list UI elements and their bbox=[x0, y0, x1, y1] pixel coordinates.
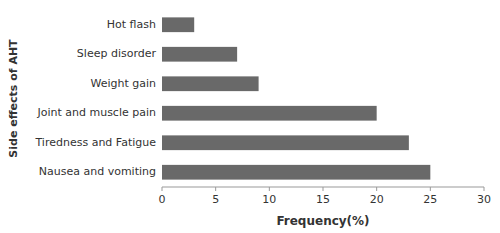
category-label: Hot flash bbox=[107, 18, 156, 31]
chart: 0 5 10 15 20 25 30 Frequency(%) Nausea and vomit… bbox=[0, 0, 500, 233]
category-label: Weight gain bbox=[90, 77, 156, 90]
bars bbox=[162, 17, 430, 179]
category-label: Sleep disorder bbox=[77, 47, 157, 60]
tick bbox=[484, 187, 485, 191]
tick bbox=[162, 187, 163, 191]
tick-label: 30 bbox=[477, 193, 491, 206]
tick bbox=[376, 187, 377, 191]
bar bbox=[162, 135, 409, 150]
tick bbox=[323, 187, 324, 191]
chart-container: 0 5 10 15 20 25 30 Frequency(%) Nausea and vomit… bbox=[0, 0, 500, 233]
category-label: Nausea and vomiting bbox=[39, 165, 156, 178]
bar bbox=[162, 165, 430, 180]
tick bbox=[269, 187, 270, 191]
category-label: Joint and muscle pain bbox=[36, 106, 156, 119]
axis-label: Frequency(%) bbox=[276, 214, 369, 228]
y-axis: Nausea and vomiting Tiredness and Fatigue… bbox=[34, 18, 156, 179]
tick bbox=[215, 187, 216, 191]
bar bbox=[162, 76, 259, 91]
tick-label: 25 bbox=[423, 193, 437, 206]
bar bbox=[162, 106, 377, 121]
tick-label: 15 bbox=[316, 193, 330, 206]
tick-label: 20 bbox=[370, 193, 384, 206]
tick-label: 5 bbox=[212, 193, 219, 206]
tick-label: 10 bbox=[262, 193, 276, 206]
axis-label: Side effects of AHT bbox=[7, 39, 20, 158]
bar bbox=[162, 17, 194, 32]
category-label: Tiredness and Fatigue bbox=[34, 136, 156, 149]
bar bbox=[162, 47, 237, 62]
tick-label: 0 bbox=[159, 193, 166, 206]
x-axis: 0 5 10 15 20 25 30 bbox=[159, 187, 492, 206]
tick bbox=[430, 187, 431, 191]
